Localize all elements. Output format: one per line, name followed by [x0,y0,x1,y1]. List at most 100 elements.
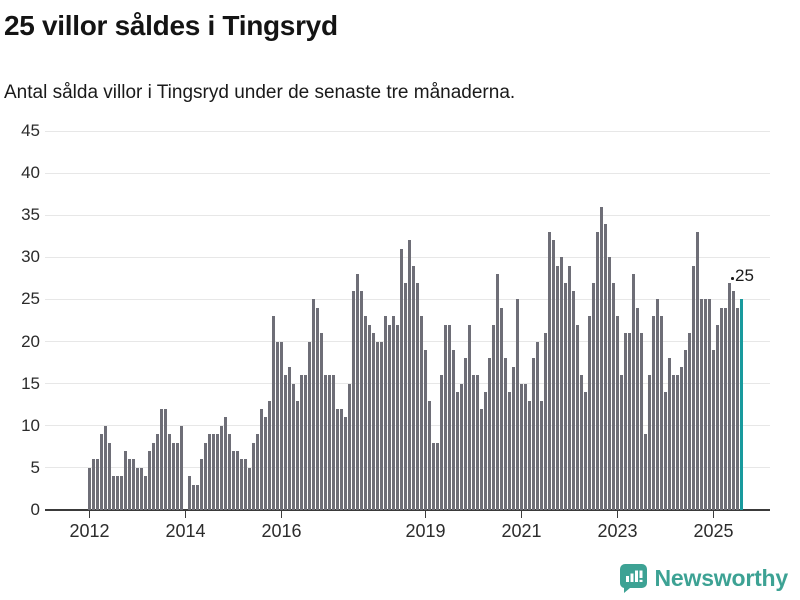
bar [556,265,560,510]
bar [140,467,144,510]
bar [292,383,296,510]
x-tick-mark [712,511,715,518]
bar [648,375,652,510]
bar [640,333,644,510]
bar [396,324,400,510]
x-tick-mark [88,511,91,518]
bar [324,375,328,510]
gridline [45,383,770,385]
bar [284,375,288,510]
bar [208,434,212,510]
bar [544,333,548,510]
x-tick-mark [280,511,283,518]
bar [152,442,156,510]
bar [384,316,388,510]
x-tick-mark [184,511,187,518]
bar [536,341,540,510]
highlighted-bar [740,299,744,510]
bar [652,316,656,510]
bar [404,282,408,510]
bar [180,425,184,510]
gridline [45,214,770,216]
x-tick-label: 2025 [693,521,734,541]
bar [504,358,508,510]
bar [104,425,108,510]
bar [700,299,704,510]
bar [276,341,280,510]
bar [256,434,260,510]
newsworthy-logo: Newsworthy [619,563,788,593]
y-tick-label: 35 [21,205,40,225]
bar [168,434,172,510]
y-tick-label: 5 [30,457,40,477]
bar [216,434,220,510]
bar [416,282,420,510]
bar [420,316,424,510]
bar [672,375,676,510]
y-tick-label: 10 [21,415,40,435]
bar [172,442,176,510]
bar [364,316,368,510]
y-tick-label: 25 [21,289,40,309]
bar [440,375,444,510]
bar [712,349,716,510]
bar [628,333,632,510]
bar [224,417,228,510]
x-tick-mark [616,511,619,518]
bar [676,375,680,510]
bar [340,408,344,510]
bar [476,375,480,510]
chart-title: 25 villor såldes i Tingsryd [4,10,338,41]
bar [560,257,564,510]
bar [632,274,636,510]
bar [336,408,340,510]
bar [344,417,348,510]
bar [124,451,128,510]
bar [684,349,688,510]
bar [736,307,740,510]
bar [532,358,536,510]
gridline [45,130,770,132]
bar [620,375,624,510]
y-tick-label: 30 [21,247,40,267]
x-tick-label: 2014 [165,521,206,541]
y-tick-label: 15 [21,373,40,393]
bar [472,375,476,510]
bar [228,434,232,510]
bar [220,425,224,510]
x-tick-mark [520,511,523,518]
bar [580,375,584,510]
bar [268,400,272,510]
bar [308,341,312,510]
y-tick-label: 40 [21,163,40,183]
y-tick-label: 20 [21,331,40,351]
bar [664,392,668,510]
bar [388,324,392,510]
bar [120,476,124,510]
bar [668,358,672,510]
bar [332,375,336,510]
bar [720,307,724,510]
bar [728,282,732,510]
bar [432,442,436,510]
newsworthy-icon [619,563,647,593]
bar [552,240,556,510]
bar [232,451,236,510]
bar [644,434,648,510]
bar [376,341,380,510]
bar [724,307,728,510]
bar [116,476,120,510]
bar [196,484,200,510]
bar [500,307,504,510]
bar [96,459,100,510]
bar [316,307,320,510]
bar [540,400,544,510]
bar [568,265,572,510]
bar [448,324,452,510]
bar [468,324,472,510]
bar [572,291,576,510]
bar [444,324,448,510]
x-tick-mark [424,511,427,518]
bar [460,383,464,510]
